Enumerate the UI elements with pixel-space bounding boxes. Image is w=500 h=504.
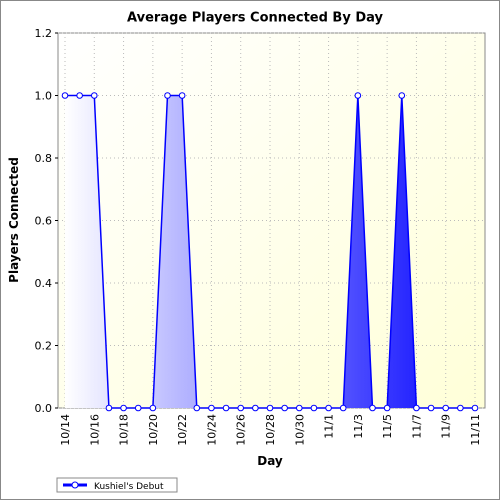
marker <box>339 404 347 412</box>
marker <box>222 404 230 412</box>
x-tick-label: 10/18 <box>118 414 131 446</box>
x-tick-label: 10/24 <box>205 414 218 446</box>
marker <box>266 404 274 412</box>
marker <box>427 404 435 412</box>
x-tick-label: 11/3 <box>352 414 365 439</box>
marker <box>61 92 69 99</box>
marker <box>178 92 186 99</box>
marker <box>281 404 288 412</box>
marker <box>193 404 201 412</box>
y-tick-label: 1.0 <box>35 90 53 103</box>
x-tick-label: 10/26 <box>235 414 248 446</box>
marker <box>252 404 259 412</box>
x-tick-label: 10/16 <box>88 414 101 446</box>
marker <box>134 404 142 412</box>
x-tick-label: 11/5 <box>381 414 394 439</box>
marker <box>413 404 420 412</box>
x-tick-label: 10/14 <box>59 414 72 446</box>
marker <box>237 404 245 412</box>
x-tick-label: 11/7 <box>410 414 423 439</box>
marker <box>369 404 376 412</box>
marker <box>398 92 406 99</box>
marker <box>442 404 450 412</box>
x-tick-label: 11/11 <box>469 414 482 446</box>
marker <box>457 404 464 412</box>
x-tick-label: 11/9 <box>440 414 453 439</box>
marker <box>105 404 113 412</box>
x-tick-label: 10/28 <box>264 414 277 446</box>
marker <box>354 92 362 99</box>
marker <box>383 404 391 412</box>
y-tick-label: 0.8 <box>35 152 53 165</box>
marker <box>76 92 83 99</box>
marker <box>325 404 332 412</box>
x-tick-label: 10/20 <box>147 414 160 446</box>
marker <box>471 404 479 412</box>
y-tick-label: 0.2 <box>35 340 53 353</box>
y-axis-title: Players Connected <box>7 157 21 283</box>
chart-title: Average Players Connected By Day <box>127 11 383 26</box>
marker <box>164 92 171 99</box>
marker <box>295 404 303 412</box>
y-tick-label: 0.6 <box>35 215 53 228</box>
y-tick-label: 0.4 <box>35 277 53 290</box>
marker <box>120 404 127 412</box>
marker <box>310 404 318 412</box>
y-tick-label: 0.0 <box>35 402 53 415</box>
x-tick-label: 10/30 <box>293 414 306 446</box>
marker <box>90 92 98 99</box>
marker <box>208 404 215 412</box>
x-axis-title: Day <box>257 454 283 468</box>
y-tick-label: 1.2 <box>35 27 53 40</box>
legend-marker <box>71 481 79 489</box>
legend <box>56 477 178 493</box>
area <box>65 95 475 408</box>
x-tick-label: 11/1 <box>323 414 336 439</box>
marker <box>149 404 157 412</box>
x-tick-label: 10/22 <box>176 414 189 446</box>
legend-label: Kushiel's Debut <box>94 482 164 492</box>
